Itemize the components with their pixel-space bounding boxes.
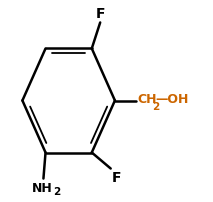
Text: CH: CH [137, 93, 157, 106]
Text: 2: 2 [152, 101, 159, 111]
Text: NH: NH [32, 181, 53, 194]
Text: F: F [95, 7, 105, 21]
Text: —OH: —OH [155, 93, 189, 106]
Text: F: F [112, 170, 121, 184]
Text: 2: 2 [53, 186, 61, 196]
